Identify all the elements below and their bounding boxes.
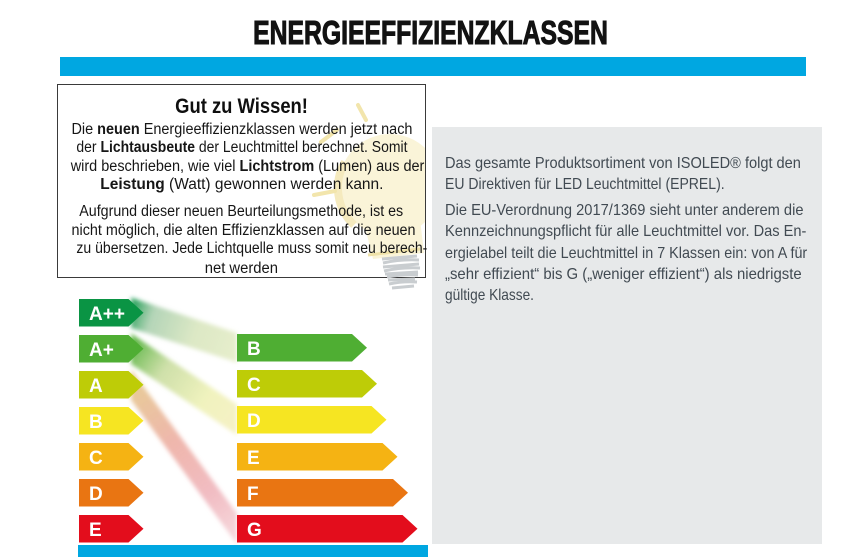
svg-text:A+: A+ bbox=[89, 340, 114, 361]
svg-text:C: C bbox=[247, 375, 261, 396]
svg-text:A++: A++ bbox=[89, 304, 125, 325]
svg-text:E: E bbox=[247, 448, 260, 469]
svg-text:C: C bbox=[89, 448, 103, 469]
svg-text:E: E bbox=[89, 520, 102, 541]
svg-text:B: B bbox=[89, 412, 103, 433]
svg-text:G: G bbox=[247, 520, 262, 541]
svg-text:F: F bbox=[247, 484, 259, 505]
svg-text:D: D bbox=[89, 484, 103, 505]
svg-text:B: B bbox=[247, 339, 261, 360]
svg-text:D: D bbox=[247, 411, 261, 432]
svg-text:A: A bbox=[89, 376, 103, 397]
